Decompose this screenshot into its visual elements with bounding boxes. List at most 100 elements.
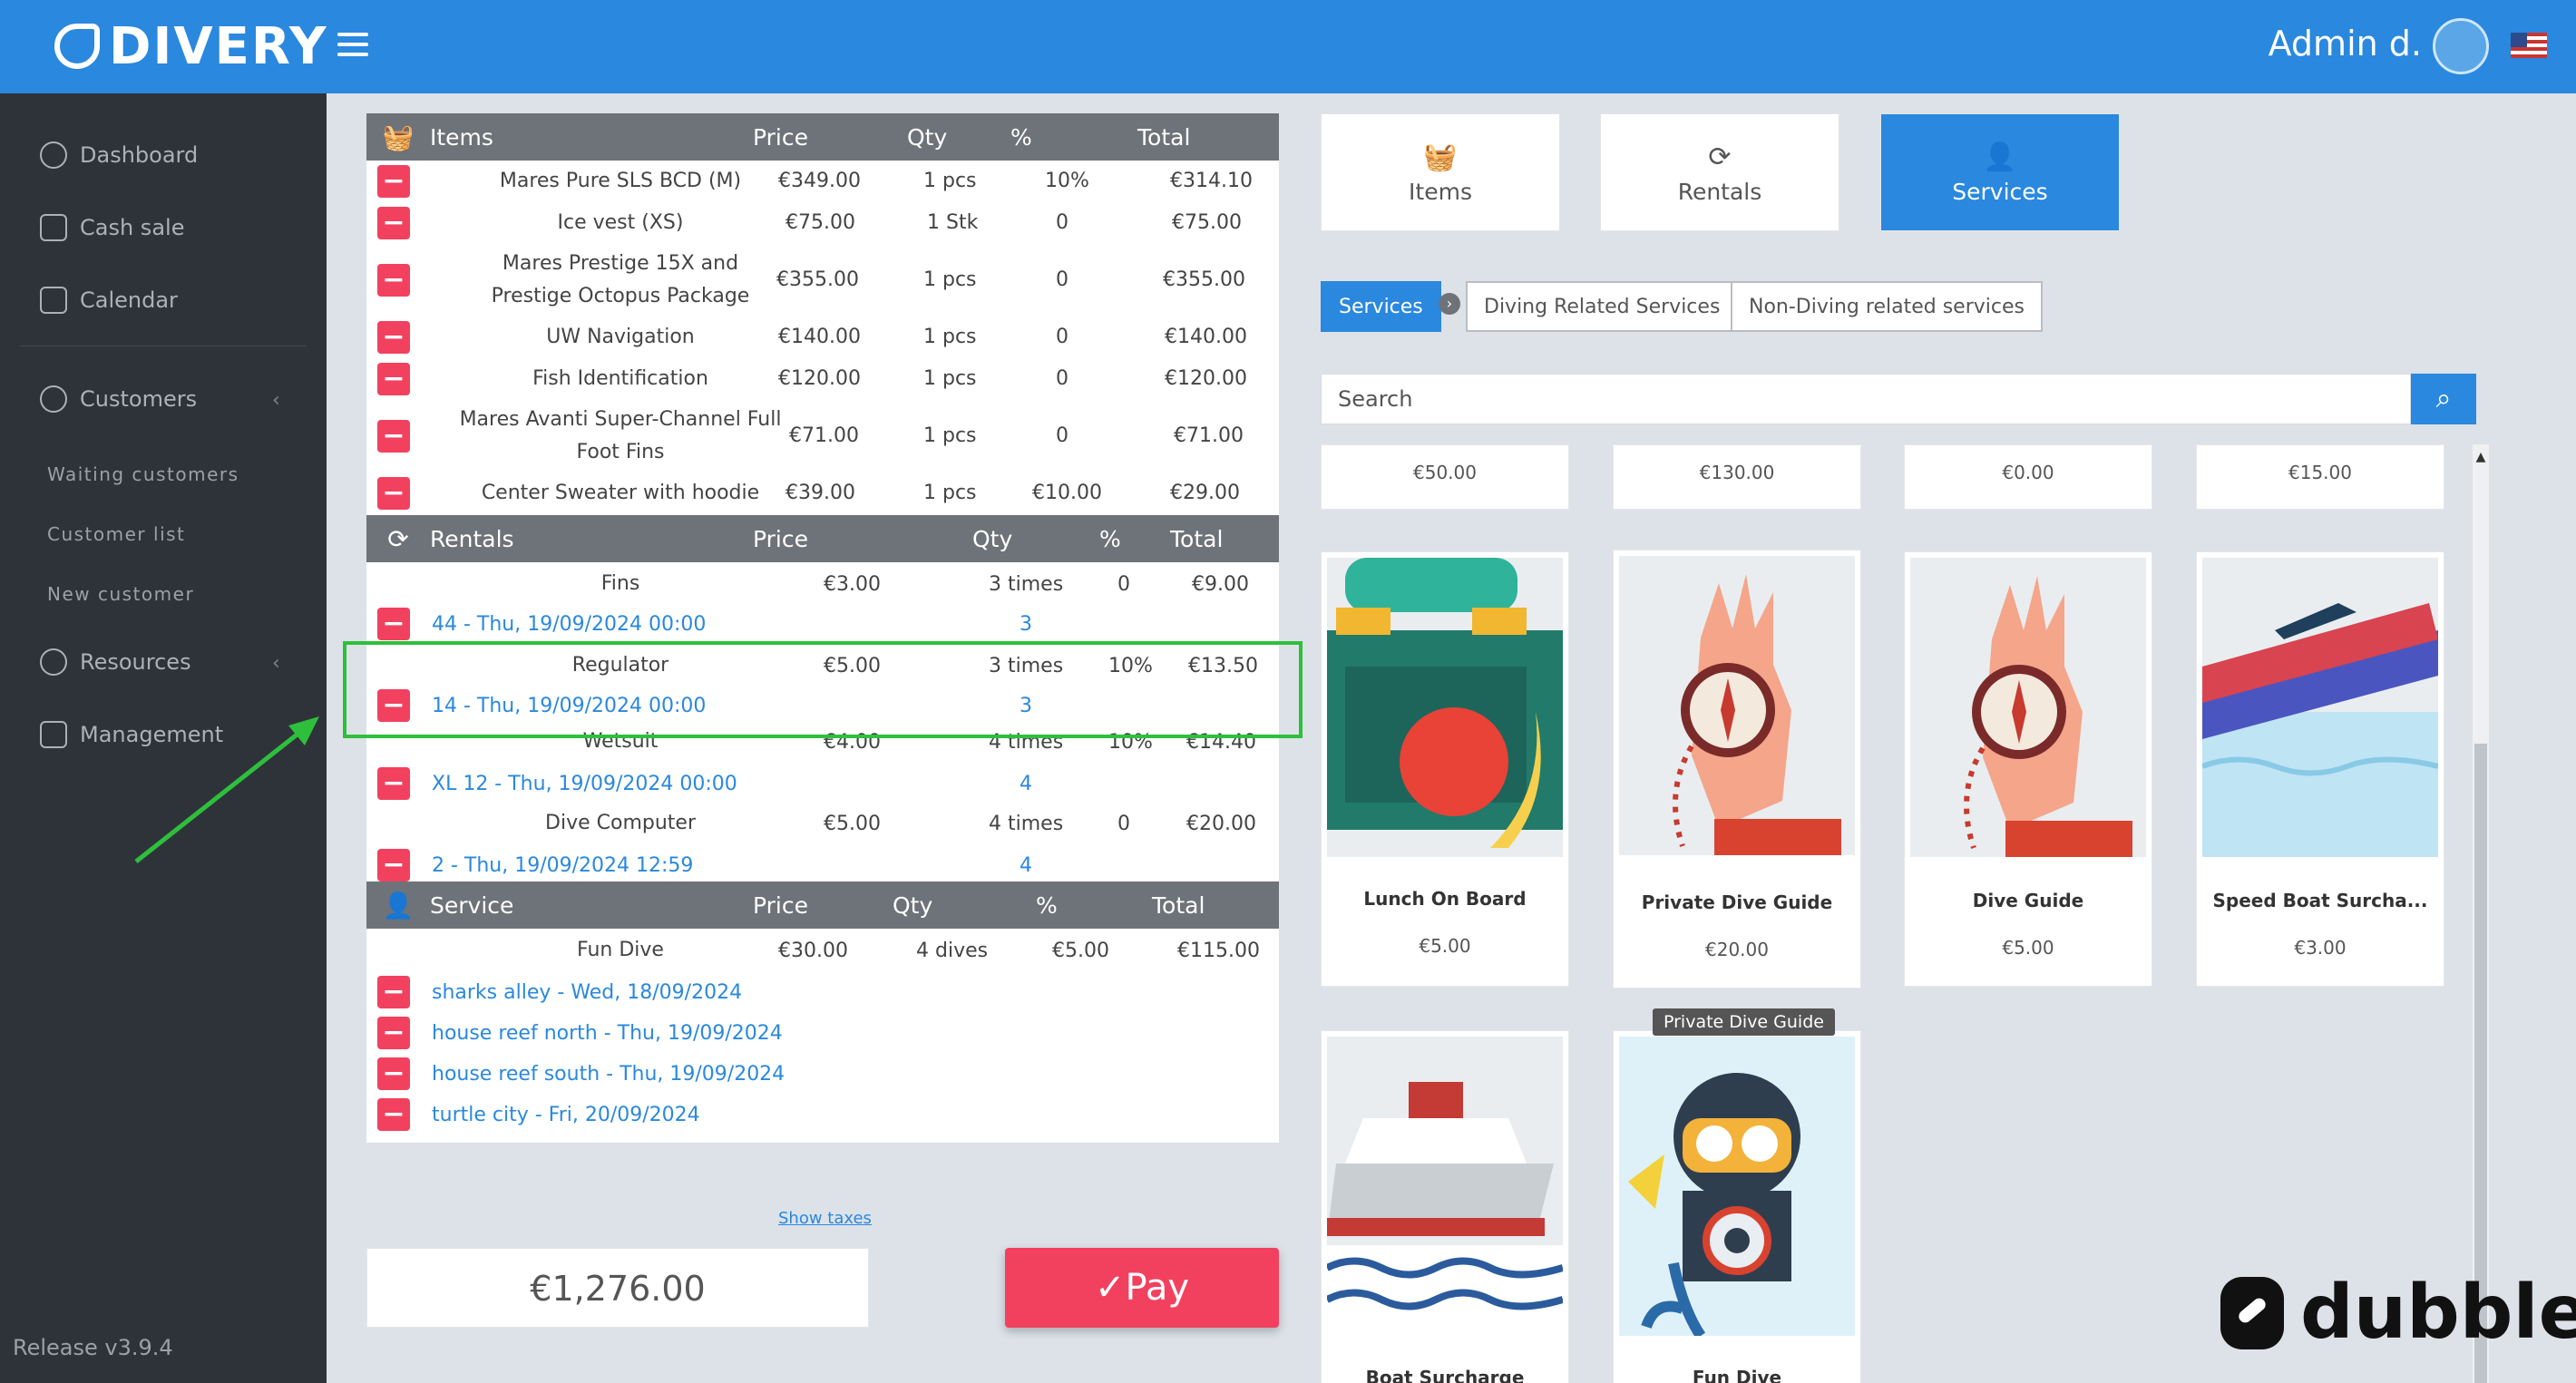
- sidebar-item-cash-sale[interactable]: Cash sale: [40, 214, 184, 241]
- service-grid: €50.00 €130.00 €0.00 €15.00 Lunch On Boa…: [1321, 444, 2471, 1383]
- avatar[interactable]: [2433, 18, 2489, 74]
- rental-row: Regulator €5.00 3 times 10% €13.50 − 14 …: [366, 644, 1279, 726]
- item-row: − Mares Avanti Super-Channel Full Foot F…: [366, 400, 1279, 472]
- chevron-left-icon[interactable]: ‹: [272, 389, 280, 412]
- gear-icon: [40, 648, 67, 676]
- dive-row: − turtle city - Fri, 20/09/2024: [366, 1095, 1279, 1143]
- cart-panel: 🧺 Items Price Qty % Total − Mares Pure S…: [366, 113, 1279, 1143]
- filter-non-diving-related[interactable]: Non-Diving related services: [1731, 281, 2043, 332]
- rental-row: Dive Computer €5.00 4 times 0 €20.00 − 2…: [366, 807, 1279, 881]
- remove-item-button[interactable]: −: [377, 207, 410, 239]
- sidebar-item-management[interactable]: Management: [40, 721, 223, 748]
- search-input[interactable]: Search: [1321, 374, 2411, 424]
- admin-name[interactable]: Admin d.: [2268, 24, 2422, 63]
- speedometer-icon: [40, 141, 67, 169]
- lunch-box-icon: [1327, 558, 1563, 857]
- remove-dive-button[interactable]: −: [377, 1098, 410, 1131]
- item-row: − UW Navigation €140.00 1 pcs 0 €140.00: [366, 317, 1279, 358]
- remove-item-button[interactable]: −: [377, 420, 410, 453]
- brand-logo[interactable]: DIVERY: [54, 15, 328, 78]
- rental-count-link[interactable]: 4: [1020, 854, 1032, 877]
- remove-rental-button[interactable]: −: [377, 849, 410, 881]
- sidebar-sub-waiting-customers[interactable]: Waiting customers: [47, 463, 239, 485]
- dive-link[interactable]: house reef south - Thu, 19/09/2024: [432, 1063, 785, 1086]
- remove-rental-button[interactable]: −: [377, 689, 410, 722]
- rentals-header: ⟳ Rentals Price Qty % Total: [366, 515, 1279, 562]
- user-icon: 👤: [1983, 141, 2017, 173]
- check-icon: ✓: [1094, 1267, 1126, 1309]
- remove-rental-button[interactable]: −: [377, 608, 410, 640]
- filter-diving-related[interactable]: Diving Related Services: [1466, 281, 1739, 332]
- users-icon: [40, 385, 67, 413]
- rental-booking-link[interactable]: 2 - Thu, 19/09/2024 12:59: [432, 854, 694, 877]
- filter-services[interactable]: Services: [1321, 281, 1441, 332]
- show-taxes-link[interactable]: Show taxes: [778, 1209, 872, 1228]
- top-bar: DIVERY Admin d.: [0, 0, 2576, 93]
- service-card[interactable]: €15.00: [2196, 444, 2444, 510]
- rental-booking-link[interactable]: 14 - Thu, 19/09/2024 00:00: [432, 695, 707, 717]
- release-version: Release v3.9.4: [13, 1335, 173, 1360]
- item-row: − Mares Pure SLS BCD (M) €349.00 1 pcs 1…: [366, 161, 1279, 202]
- tab-rentals[interactable]: ⟳ Rentals: [1600, 113, 1839, 231]
- hand-compass-icon: [1619, 556, 1855, 855]
- tooltip: Private Dive Guide: [1653, 1008, 1835, 1036]
- remove-dive-button[interactable]: −: [377, 1017, 410, 1049]
- service-card[interactable]: €130.00: [1613, 444, 1861, 510]
- sidebar-item-calendar[interactable]: Calendar: [40, 287, 178, 314]
- scroll-up-icon[interactable]: ▲: [2475, 450, 2486, 464]
- search-button[interactable]: ⌕: [2411, 374, 2476, 424]
- refresh-icon: ⟳: [1708, 141, 1732, 173]
- remove-rental-button[interactable]: −: [377, 767, 410, 800]
- refresh-icon: ⟳: [387, 523, 409, 554]
- service-card-dive-guide[interactable]: Dive Guide €5.00: [1904, 551, 2152, 987]
- dive-link[interactable]: house reef north - Thu, 19/09/2024: [432, 1022, 783, 1045]
- brand-name: DIVERY: [109, 16, 328, 76]
- item-row: − Ice vest (XS) €75.00 1 Stk 0 €75.00: [366, 202, 1279, 244]
- sidebar-sub-customer-list[interactable]: Customer list: [47, 523, 186, 545]
- remove-item-button[interactable]: −: [377, 363, 410, 395]
- dubble-logo-icon: [2220, 1276, 2284, 1349]
- service-card-boat-surcharge[interactable]: Boat Surcharge: [1321, 1030, 1569, 1383]
- remove-item-button[interactable]: −: [377, 165, 410, 198]
- tab-services[interactable]: 👤 Services: [1880, 113, 2120, 231]
- divery-logo-icon: [54, 24, 100, 69]
- sidebar-item-resources[interactable]: Resources: [40, 648, 191, 676]
- sidebar-item-customers[interactable]: Customers: [40, 385, 197, 413]
- pay-button[interactable]: ✓Pay: [1005, 1248, 1279, 1328]
- rental-count-link[interactable]: 3: [1020, 613, 1032, 636]
- us-flag-icon[interactable]: [2511, 33, 2547, 58]
- sidebar-sub-new-customer[interactable]: New customer: [47, 583, 195, 605]
- service-card-lunch-on-board[interactable]: Lunch On Board €5.00: [1321, 551, 1569, 987]
- service-card-fun-dive[interactable]: Fun Dive: [1613, 1030, 1861, 1383]
- service-card-speed-boat-surcharge[interactable]: Speed Boat Surcha... €3.00: [2196, 551, 2444, 987]
- rental-booking-link[interactable]: 44 - Thu, 19/09/2024 00:00: [432, 613, 707, 636]
- dubble-watermark: dubble: [2220, 1270, 2576, 1356]
- remove-item-button[interactable]: −: [377, 477, 410, 510]
- remove-dive-button[interactable]: −: [377, 976, 410, 1008]
- rental-booking-link[interactable]: XL 12 - Thu, 19/09/2024 00:00: [432, 773, 737, 795]
- service-card[interactable]: €50.00: [1321, 444, 1569, 510]
- basket-icon: 🧺: [382, 122, 415, 152]
- sidebar: Dashboard Cash sale Calendar Customers ‹…: [0, 93, 327, 1383]
- dive-link[interactable]: sharks alley - Wed, 18/09/2024: [432, 981, 743, 1004]
- ship-icon: [1327, 1037, 1563, 1336]
- grand-total: €1,276.00: [366, 1248, 869, 1328]
- chevron-right-icon: ›: [1439, 293, 1460, 315]
- dive-link[interactable]: turtle city - Fri, 20/09/2024: [432, 1104, 700, 1126]
- remove-item-button[interactable]: −: [377, 321, 410, 354]
- service-card-private-dive-guide[interactable]: Private Dive Guide €20.00: [1613, 550, 1861, 989]
- green-arrow-icon: [134, 716, 319, 863]
- service-card[interactable]: €0.00: [1904, 444, 2152, 510]
- rental-count-link[interactable]: 4: [1020, 773, 1032, 795]
- remove-item-button[interactable]: −: [377, 264, 410, 297]
- hamburger-menu-icon[interactable]: [337, 33, 368, 60]
- dive-row: − house reef north - Thu, 19/09/2024: [366, 1013, 1279, 1054]
- sidebar-item-dashboard[interactable]: Dashboard: [40, 141, 198, 169]
- chevron-left-icon[interactable]: ‹: [272, 652, 280, 675]
- rental-count-link[interactable]: 3: [1020, 695, 1032, 717]
- service-header: 👤 Service Price Qty % Total: [366, 881, 1279, 929]
- tab-items[interactable]: 🧺 Items: [1321, 113, 1560, 231]
- remove-dive-button[interactable]: −: [377, 1057, 410, 1090]
- scrollbar-thumb[interactable]: [2474, 744, 2487, 1383]
- highlight-box: [343, 641, 1303, 738]
